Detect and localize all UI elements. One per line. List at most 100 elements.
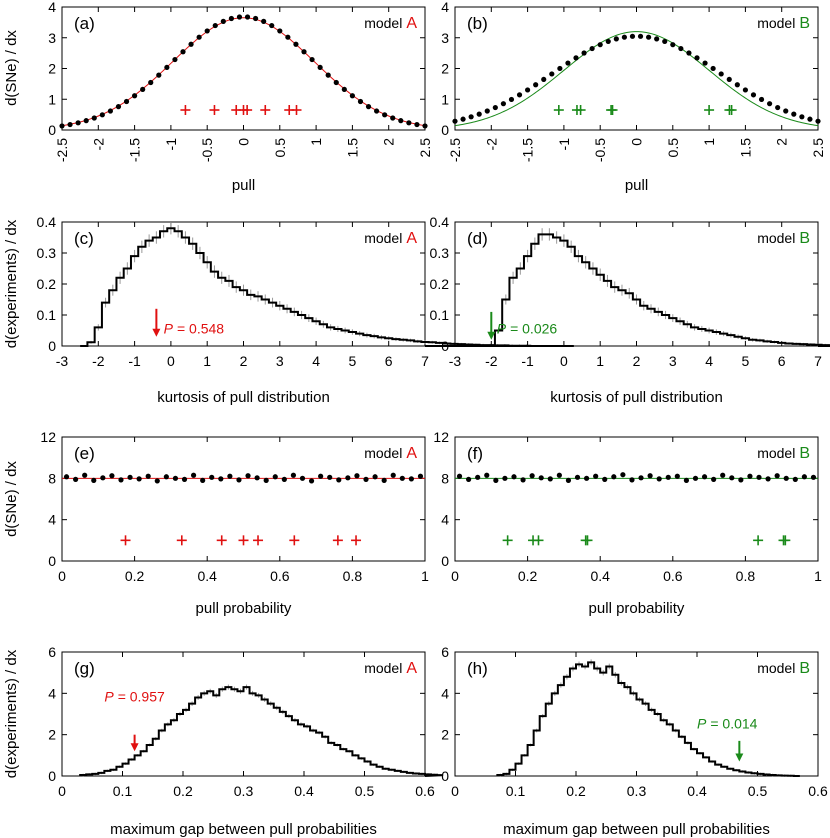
data-point xyxy=(758,96,765,103)
data-point xyxy=(775,104,781,111)
data-point xyxy=(190,472,197,478)
data-point xyxy=(163,474,169,480)
model-label-prefix: model xyxy=(757,230,795,246)
data-point xyxy=(549,71,555,77)
data-point xyxy=(783,475,789,481)
data-point xyxy=(670,42,676,48)
data-point xyxy=(581,50,587,56)
model-label-prefix: model xyxy=(757,15,795,31)
y-tick-label: 8 xyxy=(48,470,56,486)
y-tick-label: 0 xyxy=(441,122,449,138)
data-point xyxy=(196,34,202,40)
data-point xyxy=(372,474,378,480)
model-label-prefix: model xyxy=(757,660,795,676)
x-tick-label: 0.8 xyxy=(343,568,363,584)
data-point xyxy=(336,477,342,483)
data-point xyxy=(417,473,424,479)
data-point xyxy=(702,60,708,66)
panel-label: (c) xyxy=(74,229,94,248)
model-label: model A xyxy=(364,15,417,32)
data-point xyxy=(227,473,233,479)
data-point xyxy=(516,92,523,98)
data-point xyxy=(254,475,260,481)
data-point xyxy=(573,55,579,61)
data-point xyxy=(285,34,291,40)
data-point xyxy=(82,472,88,478)
data-point xyxy=(807,116,813,122)
data-point xyxy=(422,123,428,129)
p-value-label: P = 0.957 xyxy=(104,689,165,705)
x-tick-label: 0.5 xyxy=(272,138,288,158)
data-point xyxy=(747,473,753,479)
data-point xyxy=(140,86,146,93)
x-tick-label: 1 xyxy=(203,353,211,369)
data-point xyxy=(181,476,188,482)
data-point xyxy=(354,473,360,479)
x-axis-label: maximum gap between pull probabilities xyxy=(110,821,377,838)
x-tick-label: 2 xyxy=(240,353,248,369)
data-point xyxy=(701,474,708,480)
data-point xyxy=(500,101,506,107)
data-point xyxy=(538,475,544,481)
x-tick-label: 0.2 xyxy=(566,783,586,799)
data-point xyxy=(647,473,653,479)
x-tick-label: 2 xyxy=(774,138,790,146)
data-point xyxy=(272,474,278,480)
data-point xyxy=(236,477,242,483)
data-point xyxy=(390,115,396,121)
y-axis-label: d(SNe) / dx xyxy=(3,30,20,106)
data-point xyxy=(629,33,636,39)
x-tick-label: -2.5 xyxy=(447,138,463,162)
data-point xyxy=(398,118,404,124)
data-point xyxy=(100,475,106,481)
model-curve xyxy=(61,17,426,127)
x-tick-label: 0.2 xyxy=(125,568,145,584)
p-value-arrowhead xyxy=(152,328,161,337)
data-point xyxy=(218,476,224,482)
x-tick-label: 2 xyxy=(633,353,641,369)
x-tick-label: 0.6 xyxy=(808,783,828,799)
x-tick-label: 0 xyxy=(451,568,459,584)
data-point xyxy=(390,472,396,478)
data-point xyxy=(200,477,206,483)
panel-d: 0 0.1 0.2 0.3 0.4 -3 -2 -1 0 1 2 3 4 5 6 7 kurtosis of p… xyxy=(430,214,830,406)
data-point xyxy=(720,472,726,478)
data-point xyxy=(492,104,498,111)
data-point xyxy=(750,92,757,98)
data-point xyxy=(341,86,347,93)
data-point xyxy=(236,14,243,20)
p-value-label: P = 0.026 xyxy=(497,321,558,337)
data-point xyxy=(711,476,717,482)
y-tick-label: 4 xyxy=(48,512,56,528)
panel-label: (d) xyxy=(467,229,488,248)
data-point xyxy=(209,474,215,480)
data-point xyxy=(502,475,508,481)
x-tick-label: 4 xyxy=(705,353,713,369)
x-tick-label: -1 xyxy=(556,138,572,151)
data-point xyxy=(107,108,113,114)
data-point xyxy=(620,472,626,478)
data-point xyxy=(75,120,81,126)
p-value-symbol: P xyxy=(104,689,114,705)
data-point xyxy=(59,123,65,129)
p-value-text: = 0.957 xyxy=(118,689,165,705)
y-tick-label: 0.4 xyxy=(37,214,57,230)
data-point xyxy=(145,473,151,479)
data-point xyxy=(67,121,73,128)
x-tick-label: 0.5 xyxy=(355,783,375,799)
data-point xyxy=(172,475,179,481)
model-label-prefix: model xyxy=(364,230,402,246)
y-tick-label: 0.2 xyxy=(430,276,450,292)
y-tick-label: 2 xyxy=(48,727,56,743)
model-label-prefix: model xyxy=(364,445,402,461)
data-point xyxy=(810,474,817,480)
x-axis-label: pull xyxy=(232,177,255,194)
x-tick-label: -3 xyxy=(56,353,69,369)
x-tick-label: -2 xyxy=(90,138,106,151)
histogram-steps xyxy=(79,686,444,777)
data-point xyxy=(565,60,571,66)
data-point xyxy=(767,101,773,107)
x-tick-label: 4 xyxy=(312,353,320,369)
x-tick-label: -2 xyxy=(483,138,499,151)
